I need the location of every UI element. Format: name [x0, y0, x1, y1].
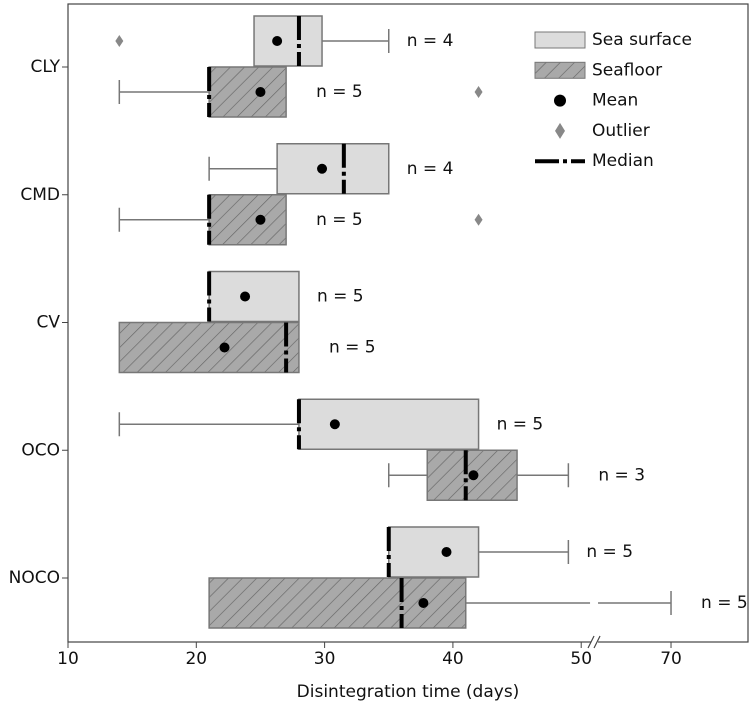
n-label: n = 4 [407, 31, 454, 51]
legend-label: Mean [592, 91, 638, 111]
mean [255, 214, 266, 225]
mean [329, 419, 340, 430]
x-tick-label: 50 [570, 649, 592, 669]
x-tick-label: 70 [660, 649, 682, 669]
x-tick-label: 20 [185, 649, 207, 669]
mean [317, 163, 328, 174]
legend-label: Outlier [592, 121, 650, 141]
mean [468, 470, 479, 481]
axis-break [587, 635, 595, 649]
mean [255, 87, 266, 97]
legend-label: Median [592, 151, 654, 171]
box [276, 143, 390, 195]
n-label: n = 5 [316, 82, 363, 102]
n-label: n = 3 [598, 465, 645, 485]
mean [418, 598, 429, 608]
n-label: n = 5 [497, 414, 544, 434]
box [208, 270, 300, 323]
outlier [474, 213, 483, 226]
box [388, 526, 480, 578]
y-tick-label: CMD [20, 185, 60, 205]
mean [272, 36, 283, 46]
outlier [115, 35, 124, 47]
n-label: n = 5 [586, 542, 633, 562]
y-tick-label: CLY [31, 57, 61, 77]
box [298, 398, 480, 450]
y-tick-label: CV [37, 313, 61, 333]
legend-label: Seafloor [592, 60, 662, 80]
legend-label: Sea surface [592, 30, 692, 50]
axis-break-gap [591, 636, 599, 648]
n-label: n = 5 [701, 593, 748, 613]
x-tick-label: 30 [314, 649, 336, 669]
box [118, 321, 300, 374]
box [208, 194, 287, 246]
outlier [474, 86, 483, 98]
axis-break [593, 635, 601, 649]
box [253, 15, 323, 67]
legend-swatch [534, 31, 586, 49]
legend-outlier [555, 122, 565, 139]
n-label: n = 5 [316, 210, 363, 230]
mean [219, 342, 230, 353]
x-tick-label: 10 [57, 649, 79, 669]
y-tick-label: OCO [21, 440, 60, 460]
n-label: n = 5 [317, 287, 364, 307]
x-axis-label: Disintegration time (days) [297, 682, 520, 702]
y-tick-label: NOCO [9, 568, 60, 588]
x-tick-label: 40 [442, 649, 464, 669]
n-label: n = 4 [407, 159, 454, 179]
mean [441, 547, 452, 557]
legend-mean [554, 94, 566, 107]
box [208, 66, 287, 118]
legend-swatch [534, 61, 586, 79]
mean [240, 291, 251, 302]
n-label: n = 5 [329, 338, 376, 358]
